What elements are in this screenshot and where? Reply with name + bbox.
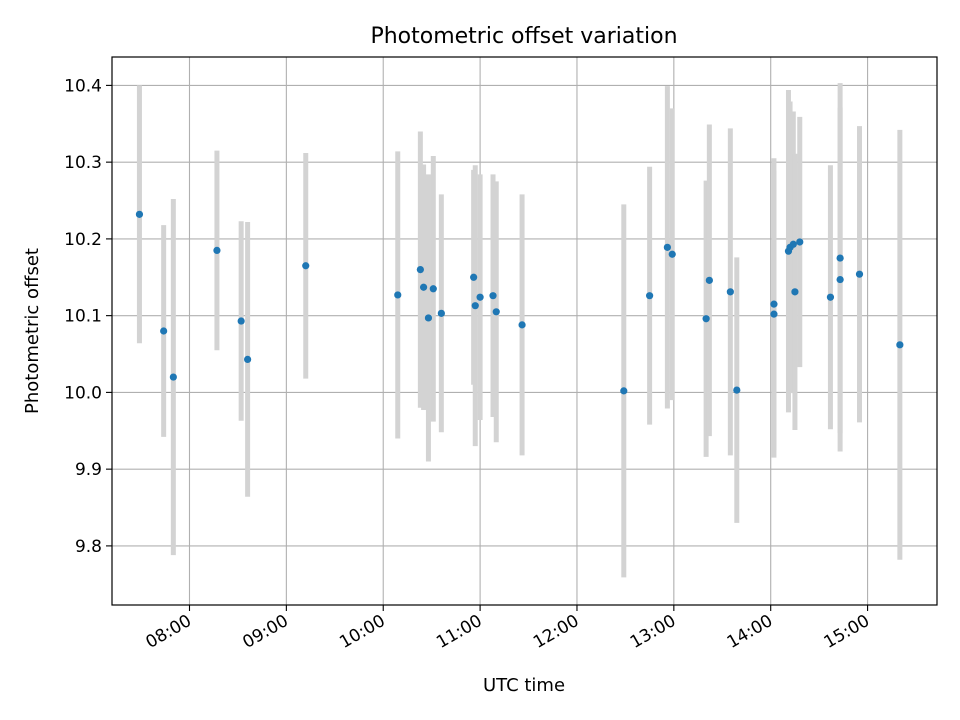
y-tick-label: 10.3	[64, 153, 102, 173]
y-tick-label: 10.2	[64, 230, 102, 250]
y-tick-label: 9.9	[75, 460, 102, 480]
data-point	[855, 270, 864, 278]
y-tick-label: 10.0	[64, 383, 102, 403]
data-point	[733, 386, 741, 394]
data-point	[492, 308, 500, 316]
data-point	[836, 275, 844, 284]
data-point	[419, 283, 428, 291]
plot-frame	[111, 56, 938, 606]
data-point	[135, 210, 144, 218]
data-point	[302, 262, 310, 270]
data-point	[770, 300, 778, 308]
data-point	[476, 293, 484, 301]
data-points	[135, 210, 904, 395]
data-point	[791, 288, 799, 296]
data-point	[789, 240, 797, 248]
data-point	[394, 291, 402, 299]
data-point	[169, 373, 177, 381]
data-point	[160, 327, 168, 335]
data-point	[726, 288, 734, 296]
data-point	[437, 309, 445, 317]
data-point	[620, 387, 628, 395]
data-point	[237, 317, 245, 325]
y-tick-label: 9.8	[75, 537, 102, 557]
y-tick-label: 10.1	[64, 307, 102, 327]
data-point	[646, 292, 654, 300]
data-point	[796, 238, 804, 246]
data-point	[489, 292, 497, 300]
data-point	[770, 310, 778, 318]
data-point	[702, 315, 710, 323]
data-point	[244, 355, 252, 363]
data-point	[518, 321, 526, 329]
x-axis-label: UTC time	[483, 675, 565, 696]
data-point	[826, 293, 835, 301]
data-point	[416, 265, 424, 274]
y-tick-label: 10.4	[64, 76, 102, 96]
chart-title: Photometric offset variation	[370, 24, 677, 49]
data-point	[429, 285, 437, 293]
data-point	[668, 250, 676, 258]
data-point	[470, 273, 478, 281]
data-point	[471, 302, 479, 310]
data-point	[213, 246, 221, 255]
data-point	[424, 314, 433, 322]
data-point	[836, 254, 844, 262]
y-axis-label: Photometric offset	[22, 248, 43, 414]
data-point	[663, 243, 671, 251]
data-point	[896, 341, 904, 349]
y-axis: 9.8 9.9 10.0 10.1 10.2 10.3 10.4	[64, 76, 112, 557]
data-point	[705, 276, 713, 284]
